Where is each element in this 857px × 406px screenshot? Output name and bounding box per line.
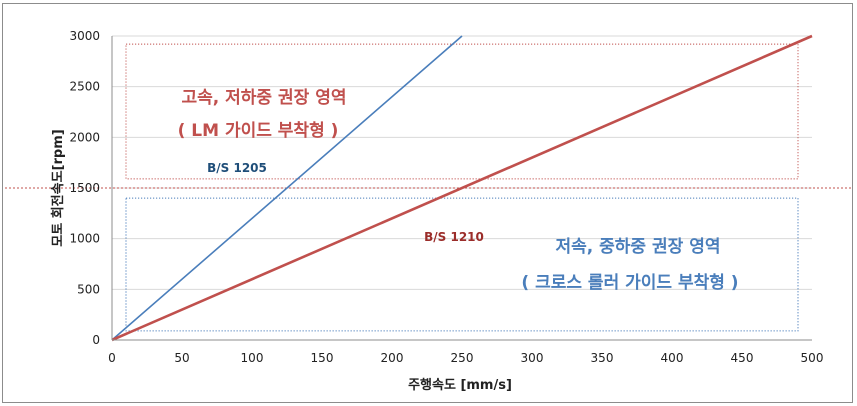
x-tick-label: 450 (731, 351, 754, 365)
series-labels: B/S 1205 B/S 1210 (207, 161, 484, 244)
high-speed-region-box (126, 44, 798, 179)
x-tick-label: 100 (241, 351, 264, 365)
x-tick-label: 250 (451, 351, 474, 365)
x-tick-label: 300 (521, 351, 544, 365)
y-tick-labels: 0 500 1000 1500 2000 2500 3000 (69, 29, 100, 347)
x-tick-label: 50 (174, 351, 189, 365)
low-speed-region-title: 저속, 중하중 권장 영역 (556, 237, 721, 257)
y-tick-label: 0 (92, 333, 100, 347)
x-tick-label: 400 (661, 351, 684, 365)
x-tick-label: 0 (108, 351, 116, 365)
x-tick-label: 200 (381, 351, 404, 365)
low-speed-region-box (126, 198, 798, 331)
low-speed-region-subtitle: ( 크로스 롤러 가이드 부착형 ) (521, 272, 738, 293)
y-tick-label: 2000 (69, 130, 100, 144)
series-label-bs1205: B/S 1205 (207, 161, 267, 175)
high-speed-region-title: 고속, 저하중 권장 영역 (182, 88, 347, 108)
y-tick-label: 3000 (69, 29, 100, 43)
y-tick-label: 1500 (69, 181, 100, 195)
y-tick-label: 2500 (69, 80, 100, 94)
y-tick-label: 1000 (69, 232, 100, 246)
x-tick-label: 500 (801, 351, 824, 365)
x-tick-labels: 0 50 100 150 200 250 300 350 400 450 500 (108, 351, 823, 365)
high-speed-region-subtitle: ( LM 가이드 부착형 ) (178, 120, 339, 141)
x-tick-label: 150 (311, 351, 334, 365)
x-tick-label: 350 (591, 351, 614, 365)
y-tick-label: 500 (77, 282, 100, 296)
series-label-bs1210: B/S 1210 (424, 230, 484, 244)
y-axis-title: 모토 회전속도[rpm] (50, 129, 66, 246)
x-axis-title: 주행속도 [mm/s] (408, 377, 512, 393)
